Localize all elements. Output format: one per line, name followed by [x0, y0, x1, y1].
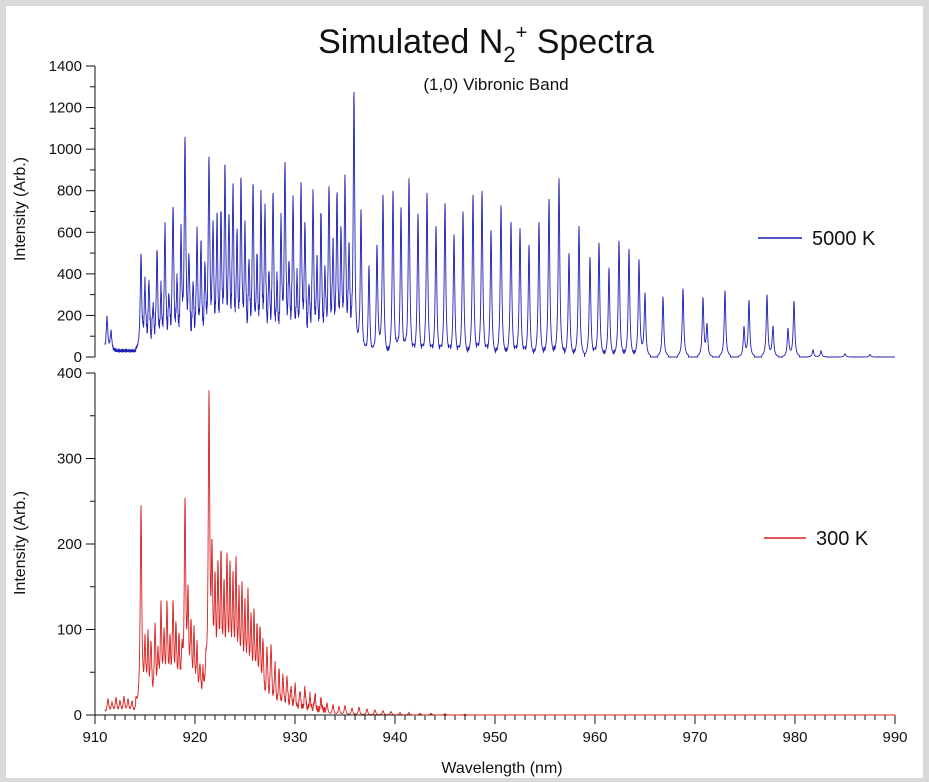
top-y-tick-label: 600: [57, 224, 82, 241]
chart-title-superscript: +: [516, 22, 528, 44]
legend-300k-label: 300 K: [816, 528, 869, 550]
x-tick-label: 930: [282, 729, 307, 746]
x-tick-label: 940: [382, 729, 407, 746]
bottom-y-axis-title: Intensity (Arb.): [12, 491, 29, 595]
bottom-y-tick-label: 100: [57, 622, 82, 639]
legend-5000k-label: 5000 K: [812, 228, 876, 250]
top-y-tick-label: 400: [57, 266, 82, 283]
x-tick-label: 920: [182, 729, 207, 746]
chart-subtitle: (1,0) Vibronic Band: [423, 75, 568, 94]
bottom-y-tick-label: 400: [57, 365, 82, 382]
bottom-series-line: [104, 390, 895, 716]
bottom-y-tick-label: 300: [57, 451, 82, 468]
top-y-tick-label: 1200: [49, 100, 82, 117]
chart-title-subscript: 2: [503, 42, 515, 67]
chart-title: Simulated N2+ Spectra: [318, 22, 654, 67]
legend-5000k: 5000 K: [758, 228, 876, 250]
top-y-axis-title: Intensity (Arb.): [12, 157, 29, 261]
top-y-tick-label: 0: [74, 349, 82, 366]
x-tick-label: 960: [582, 729, 607, 746]
top-y-tick-label: 800: [57, 183, 82, 200]
x-axis-title: Wavelength (nm): [441, 760, 562, 777]
top-series-line: [104, 91, 895, 358]
x-tick-label: 980: [782, 729, 807, 746]
x-tick-label: 970: [682, 729, 707, 746]
top-panel: 0 200 400 600 800 1000 1200 1400: [49, 58, 895, 366]
legend-300k: 300 K: [764, 528, 869, 550]
chart-title-tail: Spectra: [527, 23, 654, 61]
bottom-y-tick-label: 200: [57, 536, 82, 553]
top-y-tick-label: 1400: [49, 58, 82, 75]
top-y-tick-label: 200: [57, 307, 82, 324]
spectra-chart: Simulated N2+ Spectra (1,0) Vibronic Ban…: [12, 22, 908, 777]
x-tick-label: 990: [882, 729, 907, 746]
bottom-y-tick-label: 0: [74, 707, 82, 724]
bottom-panel: 0 100 200 300 400 910 920 930 940 950 960 970 980 990: [57, 365, 908, 746]
top-y-tick-label: 1000: [49, 141, 82, 158]
chart-frame: Simulated N2+ Spectra (1,0) Vibronic Ban…: [6, 6, 923, 778]
x-tick-label: 910: [82, 729, 107, 746]
x-tick-label: 950: [482, 729, 507, 746]
chart-title-main: Simulated N: [318, 23, 503, 61]
